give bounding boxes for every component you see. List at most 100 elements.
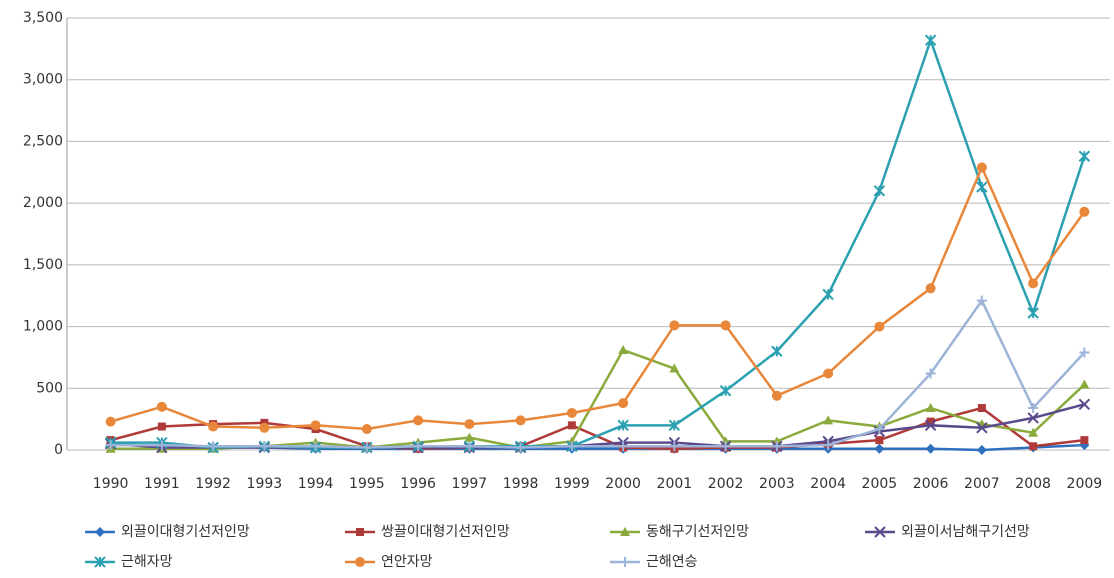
marker <box>105 440 116 451</box>
marker <box>924 419 937 432</box>
marker <box>208 441 219 452</box>
marker <box>926 417 935 426</box>
marker <box>924 34 937 46</box>
marker <box>823 440 834 451</box>
legend-label: 외끌이대형기선저인망 <box>121 524 250 540</box>
legend-label: 근해자망 <box>121 554 173 570</box>
marker <box>925 443 936 454</box>
marker <box>976 181 988 193</box>
x-tick-label: 1994 <box>298 476 334 492</box>
legend-label: 근해연승 <box>646 554 698 570</box>
marker <box>310 441 321 452</box>
marker <box>874 443 885 454</box>
marker <box>259 422 270 433</box>
marker <box>976 422 988 434</box>
x-tick-label: 2004 <box>810 476 846 492</box>
marker <box>618 441 629 452</box>
marker <box>157 422 166 431</box>
y-tick-label: 3,500 <box>23 10 63 26</box>
marker <box>1027 307 1039 319</box>
x-tick-label: 1996 <box>400 476 436 492</box>
marker <box>823 368 834 379</box>
marker <box>720 441 731 452</box>
y-tick-label: 1,000 <box>23 319 63 335</box>
x-tick-label: 2003 <box>759 476 795 492</box>
marker <box>355 557 365 567</box>
marker <box>874 321 885 332</box>
marker <box>720 320 731 331</box>
marker <box>976 445 987 455</box>
x-tick-label: 1995 <box>349 476 385 492</box>
y-tick-label: 0 <box>54 442 63 458</box>
x-tick-label: 2007 <box>964 476 1000 492</box>
y-tick-label: 500 <box>36 380 63 396</box>
marker <box>1028 278 1039 289</box>
marker <box>361 424 372 435</box>
marker <box>156 401 167 412</box>
marker <box>105 416 116 427</box>
marker <box>1079 379 1090 389</box>
marker <box>620 557 630 567</box>
marker <box>310 420 321 431</box>
legend-label: 쌍끌이대형기선저인망 <box>381 524 510 540</box>
x-tick-label: 1998 <box>503 476 539 492</box>
marker <box>95 527 105 537</box>
series-line <box>110 348 1086 451</box>
marker <box>669 441 680 452</box>
marker <box>1078 150 1091 162</box>
marker <box>464 419 475 430</box>
marker <box>669 363 680 373</box>
marker <box>208 421 219 432</box>
marker <box>566 407 577 418</box>
marker <box>464 432 475 442</box>
marker <box>618 398 629 409</box>
marker <box>259 441 270 452</box>
x-tick-label: 2006 <box>913 476 949 492</box>
x-tick-label: 2002 <box>708 476 744 492</box>
marker <box>94 556 106 568</box>
marker <box>719 385 732 397</box>
marker <box>1028 427 1039 437</box>
marker <box>361 442 372 453</box>
x-tick-label: 2000 <box>605 476 641 492</box>
marker <box>1027 412 1039 424</box>
marker <box>771 390 782 401</box>
marker <box>925 368 936 379</box>
y-tick-label: 2,500 <box>23 133 63 149</box>
x-tick-label: 1992 <box>195 476 231 492</box>
x-tick-label: 1997 <box>452 476 488 492</box>
marker <box>925 283 936 294</box>
x-tick-label: 1990 <box>93 476 129 492</box>
y-tick-label: 1,500 <box>23 257 63 273</box>
marker <box>977 404 986 413</box>
marker <box>464 441 475 452</box>
marker <box>1028 403 1039 414</box>
marker <box>668 419 681 432</box>
marker <box>1029 442 1038 451</box>
series-line <box>110 36 1086 449</box>
series-line <box>110 298 1086 449</box>
marker <box>771 441 782 452</box>
marker <box>1079 206 1090 217</box>
x-tick-label: 2009 <box>1067 476 1103 492</box>
marker <box>156 440 167 451</box>
marker <box>823 415 834 425</box>
x-tick-label: 1991 <box>144 476 180 492</box>
marker <box>620 527 630 536</box>
legend-label: 연안자망 <box>381 554 433 570</box>
x-tick-label: 1993 <box>247 476 283 492</box>
marker <box>875 436 884 445</box>
marker <box>567 421 576 430</box>
y-tick-label: 2,000 <box>23 195 63 211</box>
y-tick-label: 3,000 <box>23 72 63 88</box>
legend-label: 외끌이서남해구기선망 <box>901 524 1030 540</box>
x-tick-label: 2008 <box>1015 476 1051 492</box>
marker <box>617 419 629 432</box>
marker <box>515 415 526 426</box>
marker <box>976 162 987 173</box>
marker <box>873 185 886 197</box>
marker <box>413 415 424 426</box>
marker <box>1079 347 1090 358</box>
marker <box>356 528 364 536</box>
